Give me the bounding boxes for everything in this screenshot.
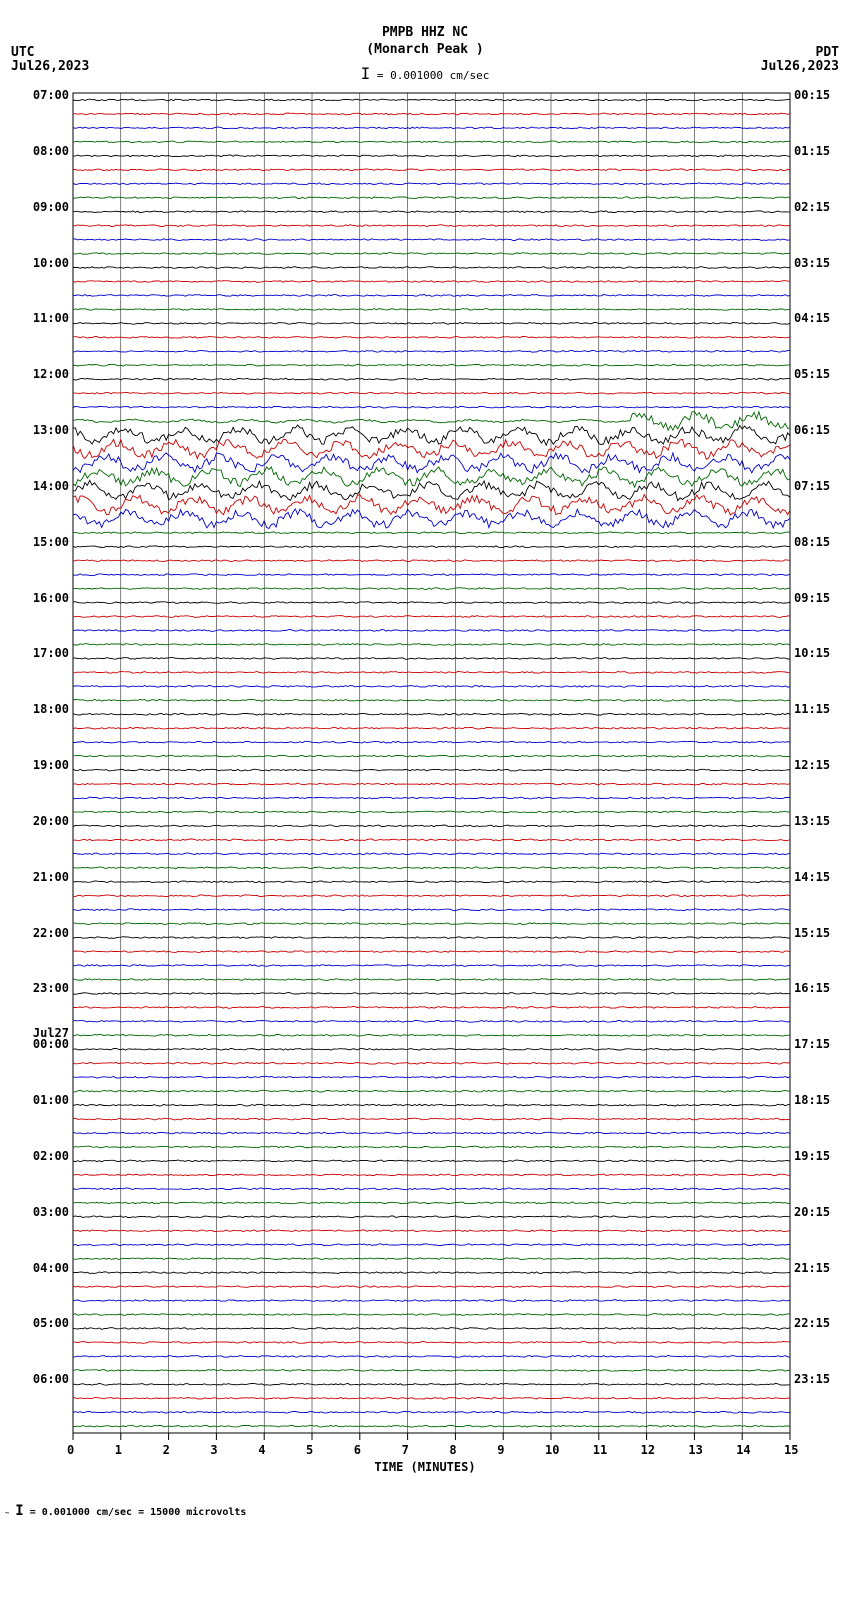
utc-time-label: 03:00 [33,1205,69,1219]
utc-time-label: 16:00 [33,591,69,605]
pdt-time-label: 11:15 [794,702,830,716]
x-tick-label: 14 [736,1443,750,1457]
pdt-time-label: 00:15 [794,88,830,102]
utc-time-label: 02:00 [33,1149,69,1163]
pdt-time-label: 14:15 [794,870,830,884]
pdt-time-label: 02:15 [794,200,830,214]
utc-time-label: 06:00 [33,1372,69,1386]
x-tick-label: 3 [210,1443,217,1457]
utc-time-label: 20:00 [33,814,69,828]
x-tick-label: 4 [258,1443,265,1457]
pdt-time-label: 09:15 [794,591,830,605]
utc-time-label: 00:00 [33,1037,69,1051]
x-tick-label: 13 [688,1443,702,1457]
footer-scale: ∼ I = 0.001000 cm/sec = 15000 microvolts [5,1503,246,1519]
pdt-time-label: 21:15 [794,1261,830,1275]
x-tick-label: 6 [354,1443,361,1457]
utc-time-label: 08:00 [33,144,69,158]
pdt-time-label: 13:15 [794,814,830,828]
x-tick-label: 7 [402,1443,409,1457]
utc-time-label: 22:00 [33,926,69,940]
x-tick-label: 10 [545,1443,559,1457]
pdt-time-label: 06:15 [794,423,830,437]
pdt-time-label: 08:15 [794,535,830,549]
x-tick-label: 12 [641,1443,655,1457]
utc-time-label: 07:00 [33,88,69,102]
pdt-time-label: 05:15 [794,367,830,381]
seismogram-container: PMPB HHZ NC (Monarch Peak ) I = 0.001000… [0,0,850,1613]
utc-time-label: 17:00 [33,646,69,660]
x-tick-label: 11 [593,1443,607,1457]
x-tick-label: 9 [497,1443,504,1457]
x-axis-label: TIME (MINUTES) [0,1460,850,1474]
pdt-time-label: 10:15 [794,646,830,660]
pdt-time-label: 19:15 [794,1149,830,1163]
pdt-time-label: 22:15 [794,1316,830,1330]
utc-time-label: 23:00 [33,981,69,995]
pdt-time-label: 01:15 [794,144,830,158]
x-tick-label: 15 [784,1443,798,1457]
pdt-time-label: 18:15 [794,1093,830,1107]
pdt-time-label: 16:15 [794,981,830,995]
pdt-time-label: 04:15 [794,311,830,325]
pdt-time-label: 03:15 [794,256,830,270]
pdt-time-label: 23:15 [794,1372,830,1386]
utc-time-label: 09:00 [33,200,69,214]
x-tick-label: 5 [306,1443,313,1457]
x-tick-label: 8 [449,1443,456,1457]
utc-time-label: 12:00 [33,367,69,381]
pdt-time-label: 20:15 [794,1205,830,1219]
utc-time-label: 14:00 [33,479,69,493]
utc-time-label: 11:00 [33,311,69,325]
pdt-time-label: 15:15 [794,926,830,940]
x-tick-label: 2 [163,1443,170,1457]
utc-time-label: 21:00 [33,870,69,884]
x-tick-label: 1 [115,1443,122,1457]
x-tick-label: 0 [67,1443,74,1457]
pdt-time-label: 17:15 [794,1037,830,1051]
utc-time-label: 10:00 [33,256,69,270]
pdt-time-label: 07:15 [794,479,830,493]
utc-time-label: 04:00 [33,1261,69,1275]
utc-time-label: 13:00 [33,423,69,437]
utc-time-label: 15:00 [33,535,69,549]
utc-time-label: 19:00 [33,758,69,772]
pdt-time-label: 12:15 [794,758,830,772]
utc-time-label: 01:00 [33,1093,69,1107]
seismogram-plot [0,0,850,1613]
utc-time-label: 05:00 [33,1316,69,1330]
utc-time-label: 18:00 [33,702,69,716]
